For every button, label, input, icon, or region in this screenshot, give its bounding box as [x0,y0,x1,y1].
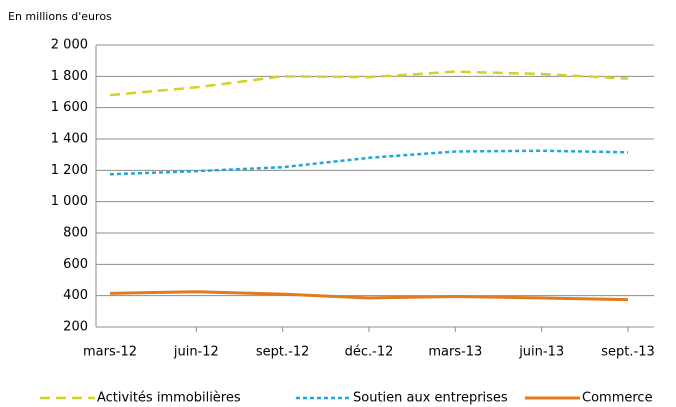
y-tick-label: 1 600 [51,100,88,115]
legend-label: Commerce [582,391,653,406]
y-axis-label: En millions d'euros [8,10,112,23]
y-tick-label: 600 [63,257,88,272]
y-tick-label: 1 400 [51,132,88,147]
y-tick-label: 800 [63,226,88,241]
series-line [109,290,629,302]
series-line [109,149,629,176]
y-tick-label: 1 800 [51,69,88,84]
x-tick-label: mars-12 [83,345,137,360]
y-tick-label: 1 200 [51,163,88,178]
legend-label: Activités immobilières [97,391,241,406]
y-tick-label: 1 000 [51,194,88,209]
x-tick-label: sept.-13 [601,345,655,360]
y-tick-label: 2 000 [51,38,88,53]
series-line [109,70,629,97]
x-tick-label: sept.-12 [256,345,310,360]
x-tick-label: déc.-12 [345,345,394,360]
y-tick-label: 200 [63,320,88,335]
x-tick-label: mars-13 [428,345,482,360]
y-tick-label: 400 [63,288,88,303]
legend-label: Soutien aux entreprises [353,391,508,406]
x-tick-label: juin-13 [518,345,564,360]
x-tick-label: juin-12 [173,345,219,360]
